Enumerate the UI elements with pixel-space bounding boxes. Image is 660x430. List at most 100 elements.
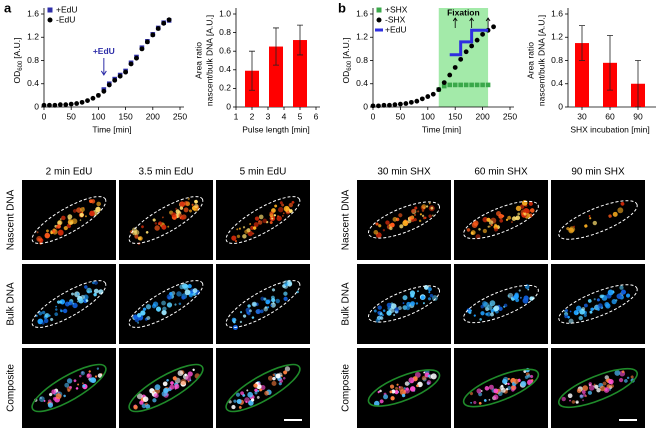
signal <box>493 394 499 400</box>
y-tick-label: 0 <box>558 101 563 111</box>
signal <box>271 298 276 303</box>
signal <box>614 370 621 376</box>
point <box>491 24 496 30</box>
signal <box>44 232 51 239</box>
signal <box>145 231 149 234</box>
signal <box>414 297 416 300</box>
cell-outline <box>558 200 638 240</box>
signal <box>390 396 395 401</box>
signal <box>269 211 274 216</box>
signal <box>588 215 591 217</box>
signal <box>194 203 199 209</box>
point <box>387 102 392 108</box>
signal <box>94 375 98 378</box>
signal <box>245 400 248 403</box>
cell <box>462 367 540 408</box>
signal <box>469 391 474 396</box>
signal <box>482 216 488 223</box>
signal <box>192 368 195 372</box>
cell-outline <box>31 280 107 328</box>
signal <box>258 214 264 220</box>
signal <box>609 388 612 391</box>
signal <box>382 229 386 232</box>
cell <box>31 280 107 328</box>
signal <box>476 388 482 394</box>
signal <box>166 379 169 382</box>
x-tick-label: 250 <box>173 111 187 121</box>
cell-membrane <box>367 369 441 407</box>
signal <box>296 290 299 294</box>
legend-label: -SHX <box>385 14 406 24</box>
point <box>96 92 101 98</box>
signal <box>55 226 58 229</box>
signal <box>592 220 598 226</box>
micrograph <box>551 264 645 344</box>
signal <box>256 395 260 399</box>
row-label: Composite <box>341 364 352 412</box>
signal <box>247 304 251 308</box>
cell-membrane <box>128 363 204 413</box>
signal <box>269 221 273 225</box>
signal <box>625 293 631 298</box>
signal <box>527 374 531 378</box>
cell-outline <box>367 285 441 323</box>
point <box>441 83 447 89</box>
point <box>485 82 491 88</box>
signal <box>430 206 434 210</box>
signal <box>252 226 257 230</box>
signal <box>561 396 566 402</box>
signal <box>247 391 253 398</box>
signal <box>66 378 73 384</box>
signal <box>373 309 377 313</box>
signal <box>67 217 71 220</box>
signal <box>490 309 494 313</box>
cell-outline <box>225 280 301 328</box>
row-label: Bulk DNA <box>341 282 352 326</box>
signal <box>375 222 379 226</box>
point <box>52 102 58 108</box>
signal <box>427 374 431 378</box>
point <box>463 49 469 55</box>
signal <box>179 206 184 210</box>
signal <box>93 288 99 294</box>
error-bar <box>273 27 279 66</box>
cell-membrane <box>31 363 107 413</box>
cell-outline <box>463 284 539 324</box>
signal <box>523 369 527 374</box>
point <box>447 82 453 88</box>
signal <box>482 301 488 307</box>
signal <box>431 295 438 301</box>
signal <box>88 370 91 373</box>
y-axis-label: Area ratio <box>193 42 203 79</box>
signal <box>55 393 62 400</box>
signal <box>161 309 167 316</box>
signal <box>263 307 268 312</box>
y-tick-label: 0.8 <box>27 55 39 65</box>
signal <box>264 390 269 396</box>
signal <box>238 405 242 409</box>
point <box>79 99 85 105</box>
signal <box>379 316 384 320</box>
x-tick-label: 60 <box>605 111 615 121</box>
signal <box>142 307 147 311</box>
point <box>57 102 63 108</box>
signal <box>288 202 293 208</box>
signal <box>517 212 521 216</box>
signal <box>582 399 584 402</box>
x-axis-label: Time [min] <box>422 124 461 134</box>
signal <box>231 235 237 241</box>
signal <box>569 310 572 313</box>
signal <box>581 307 586 311</box>
point <box>430 91 436 97</box>
cell-membrane <box>225 363 301 413</box>
signal <box>396 383 399 386</box>
point <box>134 55 139 61</box>
signal <box>583 303 588 308</box>
micrograph <box>357 264 451 344</box>
signal <box>157 222 160 226</box>
signal <box>161 391 168 397</box>
signal <box>530 374 534 379</box>
point <box>392 102 398 108</box>
legend-swatch <box>47 7 53 13</box>
signal <box>582 393 587 397</box>
